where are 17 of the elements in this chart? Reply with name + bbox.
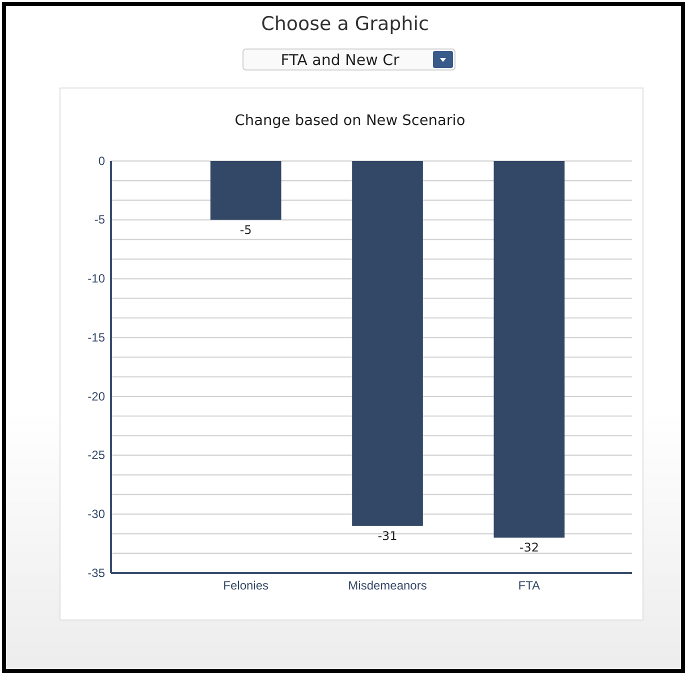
- y-tick-label: -15: [88, 330, 106, 344]
- text: Choose a Graphic: [261, 13, 429, 35]
- y-tick-label: -5: [94, 212, 106, 227]
- text: FTA and New Cr: [280, 51, 400, 69]
- data-label: -31: [378, 528, 398, 543]
- y-tick-label: -25: [88, 448, 106, 462]
- y-tick-label: -35: [88, 566, 106, 580]
- chart-title: Change based on New Scenario: [234, 113, 466, 129]
- y-tick-label: -10: [88, 272, 106, 286]
- x-tick-label: Misdemeanors: [348, 578, 427, 593]
- x-tick-label: Felonies: [223, 578, 269, 593]
- data-label: -5: [240, 222, 252, 237]
- y-tick-label: -20: [88, 389, 106, 404]
- y-tick-label: 0: [98, 154, 106, 168]
- data-label: -32: [519, 540, 539, 555]
- y-tick-label: -30: [88, 506, 106, 521]
- x-tick-label: FTA: [518, 578, 540, 593]
